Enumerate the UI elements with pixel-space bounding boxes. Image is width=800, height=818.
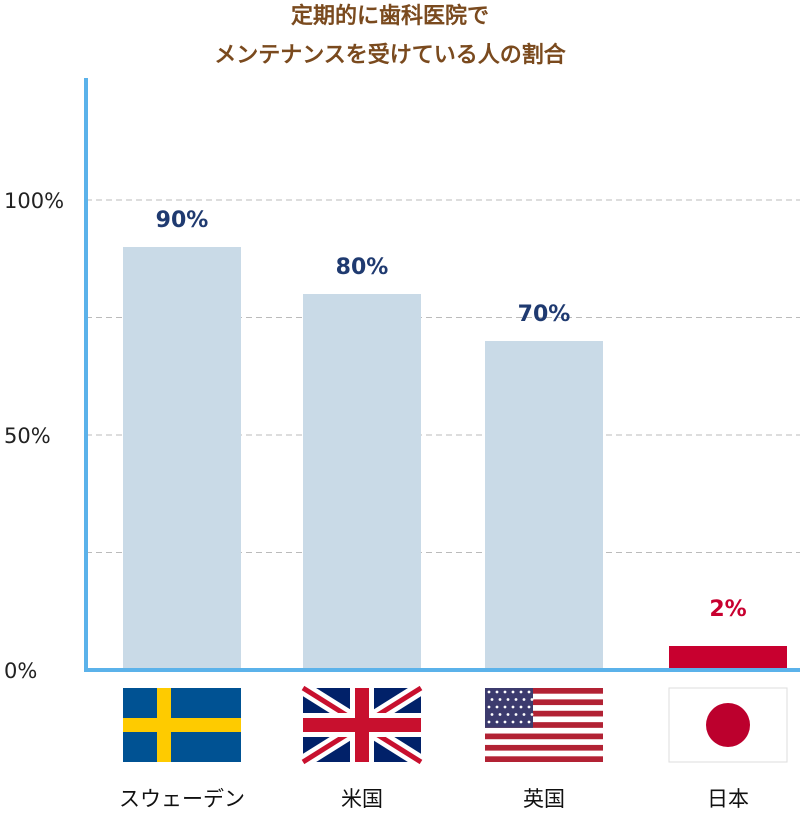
japan-flag xyxy=(668,687,788,763)
y-tick-label: 100% xyxy=(4,189,64,213)
flags xyxy=(123,682,788,768)
bar xyxy=(485,341,603,670)
category-label: スウェーデン xyxy=(119,787,245,811)
y-tick-label: 50% xyxy=(4,424,51,448)
uk-flag xyxy=(299,682,425,768)
chart-title-line-1: 定期的に歯科医院で xyxy=(291,3,489,29)
category-label: 日本 xyxy=(707,787,749,811)
data-label: 70% xyxy=(518,302,571,327)
sweden-flag xyxy=(123,688,241,762)
category-label: 英国 xyxy=(523,787,565,811)
data-label: 80% xyxy=(336,255,389,280)
chart-title-line-2: メンテナンスを受けている人の割合 xyxy=(214,42,567,68)
y-tick-label: 0% xyxy=(4,659,37,683)
bar xyxy=(303,294,421,670)
us-flag xyxy=(485,688,603,762)
bar xyxy=(669,646,787,670)
y-axis-ticks: 0% 50% 100% xyxy=(4,189,64,683)
data-label: 90% xyxy=(156,208,209,233)
data-labels: 90% 80% 70% 2% xyxy=(156,208,747,622)
bars xyxy=(123,247,787,670)
gridlines xyxy=(86,199,800,553)
category-label: 米国 xyxy=(341,787,383,811)
bar xyxy=(123,247,241,670)
category-labels: スウェーデン 米国 英国 日本 xyxy=(119,787,749,811)
data-label: 2% xyxy=(709,597,746,622)
